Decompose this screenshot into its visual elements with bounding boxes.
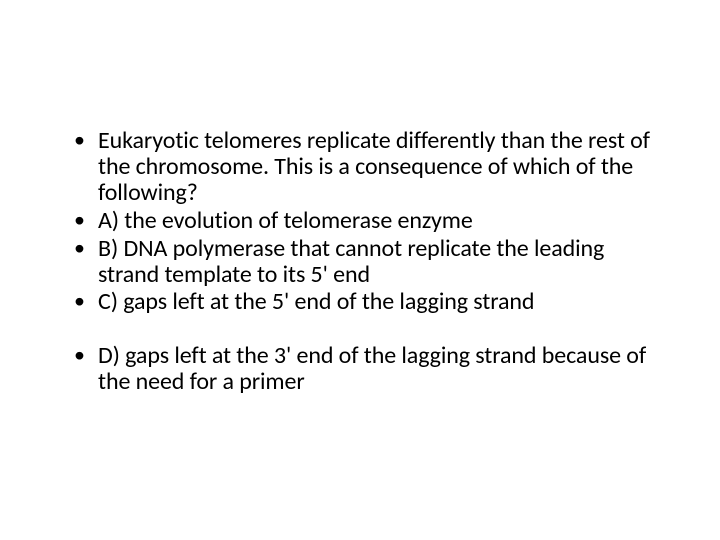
slide-content: • Eukaryotic telomeres replicate differe… [70,128,660,397]
bullet-icon: • [70,236,98,260]
option-c-text: C) gaps left at the 5' end of the laggin… [98,289,534,315]
list-item: • A) the evolution of telomerase enzyme [70,208,660,234]
list-item: • Eukaryotic telomeres replicate differe… [70,128,660,206]
bullet-icon: • [70,343,98,367]
list-item: • C) gaps left at the 5' end of the lagg… [70,289,660,315]
option-a-text: A) the evolution of telomerase enzyme [98,208,473,234]
list-item: • B) DNA polymerase that cannot replicat… [70,236,660,288]
spacer [70,317,660,343]
option-d-text: D) gaps left at the 3' end of the laggin… [98,343,660,395]
bullet-icon: • [70,128,98,152]
list-item: • D) gaps left at the 3' end of the lagg… [70,343,660,395]
bullet-icon: • [70,289,98,313]
question-text: Eukaryotic telomeres replicate different… [98,128,660,206]
option-b-text: B) DNA polymerase that cannot replicate … [98,236,660,288]
bullet-icon: • [70,208,98,232]
